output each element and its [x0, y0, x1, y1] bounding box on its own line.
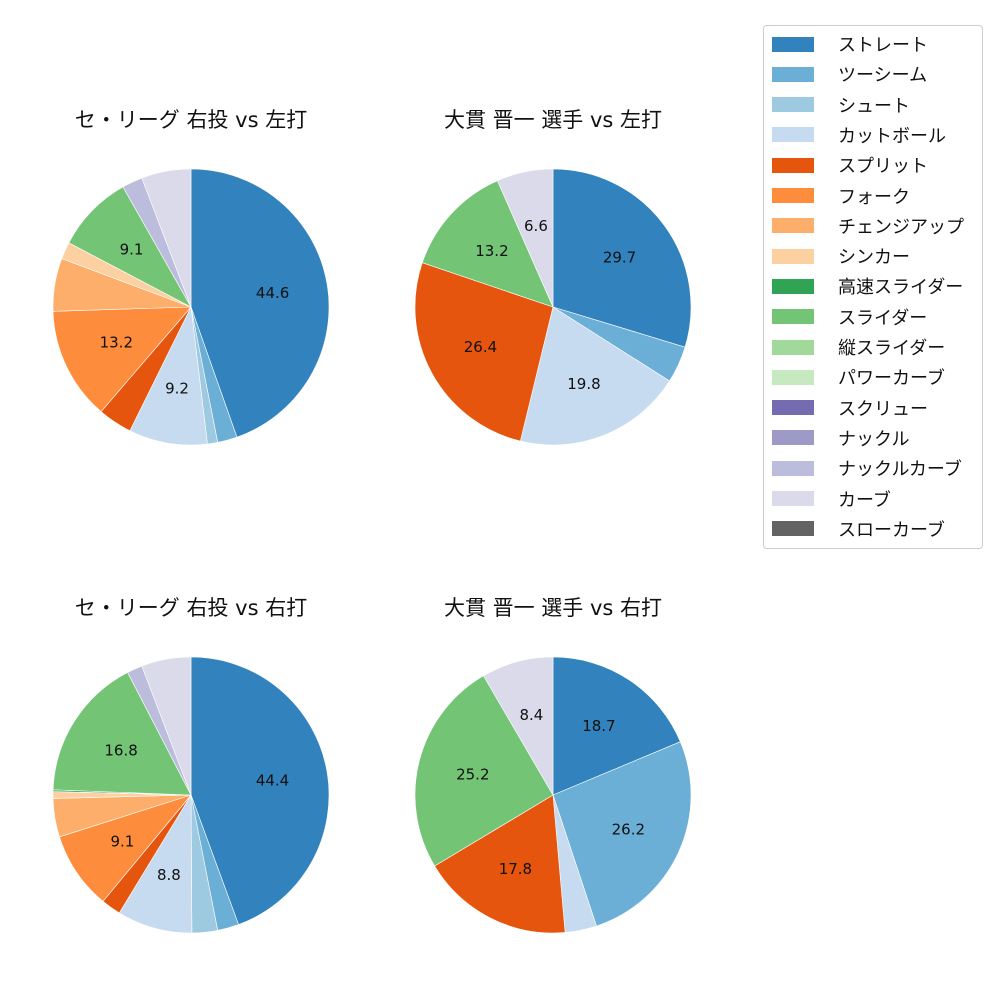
slice-value-label: 17.8 — [499, 860, 532, 878]
slice-value-label: 16.8 — [104, 742, 137, 760]
legend-item: フォーク — [772, 186, 910, 208]
legend-item: ストレート — [772, 34, 928, 56]
slice-value-label: 8.8 — [157, 866, 181, 884]
pie-slice — [190, 168, 330, 438]
legend-swatch — [772, 66, 814, 82]
slice-value-label: 29.7 — [603, 249, 636, 267]
slice-value-label: 6.6 — [524, 217, 548, 235]
pie-slice — [483, 656, 554, 797]
legend-item: チェンジアップ — [772, 216, 964, 238]
slice-value-label: 26.4 — [464, 338, 497, 356]
legend-swatch — [772, 188, 814, 203]
legend-swatch — [772, 218, 814, 234]
legend-swatch — [772, 460, 814, 476]
chart-title-league-vs-left: セ・リーグ 右投 vs 左打 — [74, 108, 308, 132]
legend-label: チェンジアップ — [838, 216, 964, 238]
slice-value-label: 44.6 — [256, 284, 289, 302]
legend-item: シュート — [772, 95, 910, 117]
legend-swatch — [772, 309, 814, 325]
pie-slice — [414, 262, 554, 442]
legend-item: カーブ — [772, 489, 891, 511]
pie-slice — [497, 168, 554, 308]
legend-label: シンカー — [838, 247, 910, 269]
legend-label: フォーク — [838, 186, 910, 208]
legend-swatch — [772, 400, 814, 416]
pie-slice — [414, 675, 554, 867]
legend-swatch — [772, 127, 814, 143]
legend-label: カーブ — [838, 489, 891, 511]
slice-value-label: 9.1 — [120, 240, 144, 258]
pie-slice — [190, 656, 330, 925]
legend-label: シュート — [838, 95, 910, 117]
chart-title-league-vs-right: セ・リーグ 右投 vs 右打 — [74, 596, 308, 620]
legend-swatch — [772, 430, 814, 446]
legend-label: スクリュー — [838, 398, 928, 420]
legend-item: パワーカーブ — [772, 367, 945, 390]
pie-slice — [434, 794, 566, 934]
slice-value-label: 44.4 — [256, 772, 289, 790]
slice-value-label: 19.8 — [567, 375, 600, 393]
legend-item: カットボール — [772, 125, 946, 147]
slice-value-label: 8.4 — [519, 706, 543, 724]
pie-slice — [421, 180, 554, 308]
pie-slice — [52, 672, 192, 796]
slice-value-label: 13.2 — [100, 334, 133, 352]
pie-slice — [552, 656, 681, 796]
legend-swatch — [772, 36, 814, 52]
legend-label: スローカーブ — [838, 519, 945, 541]
legend-item: スプリット — [772, 155, 928, 178]
legend-item: ツーシーム — [772, 64, 928, 87]
legend-label: ツーシーム — [838, 65, 928, 87]
pie-slice — [520, 306, 670, 446]
legend-swatch — [772, 97, 814, 113]
pie-slice — [141, 168, 192, 308]
legend-swatch — [772, 491, 814, 506]
legend-swatch — [772, 157, 814, 173]
legend-label: カットボール — [838, 125, 946, 147]
legend-swatch — [772, 339, 814, 355]
legend-label: 縦スライダー — [838, 338, 946, 359]
pie-slice — [129, 305, 208, 446]
legend: ストレートツーシームシュートカットボール スプリットフォークチェンジアップ シンカー… — [763, 25, 983, 549]
pie-slice — [52, 306, 192, 413]
legend-label: スライダー — [838, 307, 928, 329]
pie-slice — [68, 186, 192, 308]
chart-title-player-vs-left: 大貫 晋一 選手 vs 左打 — [443, 108, 663, 132]
legend-item: スローカーブ — [772, 519, 945, 541]
chart-title-player-vs-right: 大貫 晋一 選手 vs 右打 — [443, 596, 663, 620]
pie-slice — [552, 741, 692, 927]
slice-value-label: 9.1 — [110, 832, 134, 850]
legend-swatch — [772, 521, 814, 537]
legend-item: シンカー — [772, 246, 910, 269]
pie-slice — [552, 168, 692, 348]
legend-label: ストレート — [838, 35, 928, 56]
legend-item: スクリュー — [772, 398, 928, 420]
legend-label: ナックルカーブ — [838, 459, 962, 481]
legend-item: スライダー — [772, 307, 928, 329]
legend-label: 高速スライダー — [838, 277, 964, 299]
slice-value-label: 18.7 — [582, 717, 615, 735]
legend-label: ナックル — [838, 428, 910, 450]
pie-slice — [59, 794, 192, 902]
legend-item: 縦スライダー — [772, 337, 946, 359]
legend-item: ナックルカーブ — [772, 458, 962, 481]
slice-value-label: 26.2 — [612, 820, 645, 838]
legend-label: パワーカーブ — [838, 368, 945, 390]
legend-item: ナックル — [772, 428, 910, 450]
pie-slice — [141, 656, 192, 796]
legend-label: スプリット — [838, 156, 928, 178]
legend-swatch — [772, 369, 814, 385]
legend-swatch — [772, 278, 814, 294]
slice-value-label: 13.2 — [475, 242, 508, 260]
slice-value-label: 25.2 — [456, 765, 489, 783]
legend-item: 高速スライダー — [772, 276, 964, 299]
legend-swatch — [772, 248, 814, 264]
slice-value-label: 9.2 — [165, 380, 189, 398]
